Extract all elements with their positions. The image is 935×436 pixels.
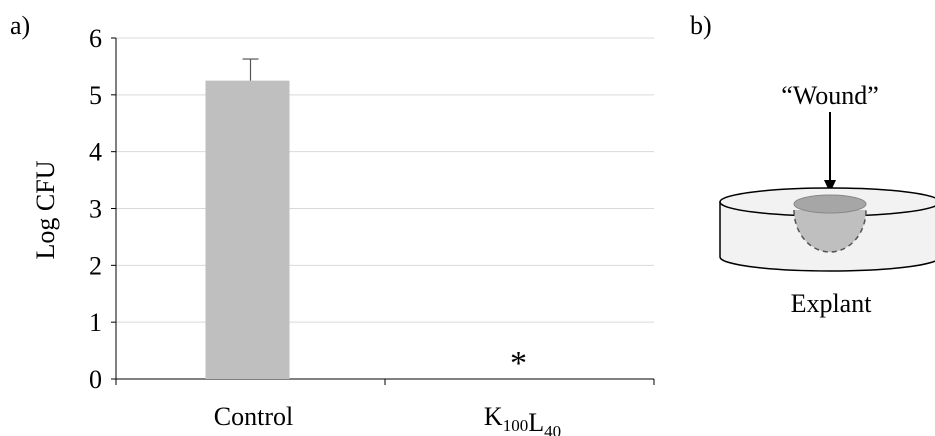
bar-0: [205, 80, 290, 379]
wound-depth: [793, 209, 867, 253]
y-axis-label: Log CFU: [31, 160, 60, 259]
wound-arrow-head: [824, 180, 836, 193]
panel-b-label: b): [690, 11, 712, 40]
explant-diagram: “Wound” Explant: [719, 81, 935, 318]
y-tick-label: 0: [89, 365, 102, 394]
y-tick-label: 3: [89, 195, 102, 224]
x-tick-label-0: Control: [214, 402, 293, 431]
y-tick-label: 1: [89, 308, 102, 337]
significance-asterisk: *: [510, 345, 527, 382]
explant-label: Explant: [791, 289, 873, 318]
panel-a-label: a): [10, 11, 30, 40]
gridlines: [116, 37, 654, 323]
x-tick-label-1: K100L40: [484, 402, 561, 436]
y-tick-label: 4: [89, 138, 102, 167]
bar-chart: 0 1 2 3 4 5 6 * Control K100L40 Log CFU: [31, 24, 655, 436]
wound-label: “Wound”: [781, 81, 879, 110]
y-tick-label: 5: [89, 81, 102, 110]
wound-surface: [793, 194, 867, 214]
bars: *: [205, 58, 527, 382]
y-tick-label: 6: [89, 24, 102, 53]
y-tick-label: 2: [89, 251, 102, 280]
y-tick-labels: 0 1 2 3 4 5 6: [89, 24, 116, 394]
x-tick-labels: Control K100L40: [115, 379, 655, 436]
